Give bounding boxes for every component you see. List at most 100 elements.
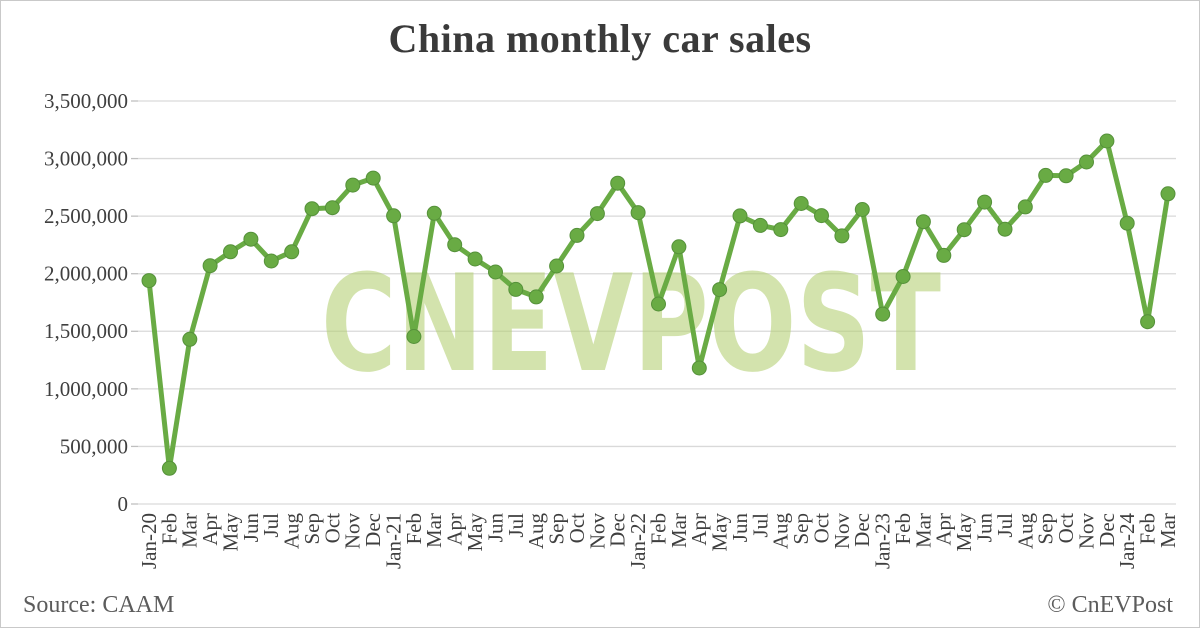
x-axis-label: Feb [646, 513, 670, 545]
x-axis-label: Jun [483, 513, 507, 543]
x-axis-label: Jan-21 [381, 513, 405, 569]
data-point [752, 217, 768, 233]
x-axis-label: Aug [280, 513, 304, 550]
data-point [365, 170, 381, 186]
data-point [569, 227, 585, 243]
x-axis-label: Feb [402, 513, 426, 545]
x-axis-label: Dec [606, 513, 630, 547]
x-axis-label: Oct [565, 513, 589, 543]
data-point [630, 205, 646, 221]
data-point [1038, 167, 1054, 183]
data-point [997, 221, 1013, 237]
x-axis-label: Aug [769, 513, 793, 550]
chart-title: China monthly car sales [388, 16, 812, 61]
x-axis-label: Feb [1136, 513, 1160, 545]
data-point [447, 237, 463, 253]
x-axis-label: May [708, 513, 732, 552]
data-point [426, 205, 442, 221]
x-axis-label: Apr [932, 513, 956, 546]
x-axis-label: Apr [443, 513, 467, 546]
x-axis-label: Sep [789, 513, 813, 545]
data-point [589, 206, 605, 222]
x-axis-label: Jun [728, 513, 752, 543]
data-point [488, 264, 503, 280]
data-point [671, 239, 687, 255]
data-point [1058, 168, 1074, 184]
x-axis-label: Jul [748, 513, 772, 538]
data-point [223, 244, 238, 260]
data-point [284, 244, 300, 260]
x-axis-label: Nov [830, 513, 854, 550]
x-axis-label: Nov [585, 513, 609, 550]
x-axis-label: Sep [300, 513, 324, 545]
data-point [1017, 199, 1033, 215]
x-axis-label: Jan-23 [871, 513, 895, 569]
data-point [956, 222, 972, 238]
x-axis-label: Feb [891, 513, 915, 545]
data-point [386, 208, 402, 224]
data-point [834, 228, 850, 244]
data-point [610, 175, 626, 191]
data-point [1160, 186, 1176, 202]
data-point [324, 200, 340, 216]
x-axis-label: Aug [1013, 513, 1037, 550]
x-axis-label: Nov [341, 513, 365, 550]
x-axis-label: Jul [993, 513, 1017, 538]
x-axis-label: Apr [687, 513, 711, 546]
data-point [528, 289, 544, 305]
x-axis-label: Jan-22 [626, 513, 650, 569]
x-axis-label: Dec [850, 513, 874, 547]
x-axis-label: Oct [809, 513, 833, 543]
data-point [263, 253, 279, 269]
data-point [915, 214, 931, 230]
x-axis-label: May [463, 513, 487, 552]
data-point [875, 306, 891, 322]
data-point [773, 222, 789, 238]
copyright-label: © CnEVPost [1047, 592, 1173, 618]
y-axis-label: 2,000,000 [44, 262, 128, 286]
x-axis-label: Sep [1034, 513, 1058, 545]
x-axis-label: Dec [361, 513, 385, 547]
y-axis-label: 1,000,000 [44, 377, 128, 401]
x-axis-label: Oct [320, 513, 344, 543]
x-axis-label: Jan-20 [137, 513, 161, 569]
y-axis-label: 3,500,000 [44, 89, 128, 113]
data-point [977, 194, 993, 210]
y-axis-label: 500,000 [60, 434, 128, 458]
data-point [712, 282, 728, 298]
data-point [895, 269, 911, 284]
data-point [508, 281, 524, 297]
x-axis-label: Jul [504, 513, 528, 538]
data-point [814, 208, 829, 224]
data-point [793, 196, 809, 211]
x-axis-label: May [952, 513, 976, 552]
data-point [345, 177, 361, 193]
data-point [732, 208, 748, 224]
y-axis-label: 0 [118, 492, 129, 516]
x-axis-label: Jun [239, 513, 263, 543]
y-axis-label: 1,500,000 [44, 319, 128, 343]
data-point [243, 231, 259, 247]
data-point [1099, 133, 1115, 149]
x-axis-label: Nov [1074, 513, 1098, 550]
x-axis-label: Mar [178, 513, 202, 548]
data-point [202, 258, 218, 274]
y-axis-label: 2,500,000 [44, 204, 128, 228]
x-axis-label: Feb [157, 513, 181, 545]
data-point [854, 202, 870, 217]
x-axis-label: Mar [911, 513, 935, 548]
y-axis-label: 3,000,000 [44, 147, 128, 171]
data-point [1140, 314, 1156, 330]
x-axis-label: May [218, 513, 242, 552]
data-point [161, 460, 177, 476]
x-axis-label: Oct [1054, 513, 1078, 543]
x-axis-label: Mar [422, 513, 446, 548]
x-axis-label: Dec [1095, 513, 1119, 547]
data-point [467, 251, 483, 267]
data-point [141, 273, 157, 289]
data-point [1079, 154, 1094, 170]
x-axis-label: Aug [524, 513, 548, 550]
x-axis-label: Sep [545, 513, 569, 545]
